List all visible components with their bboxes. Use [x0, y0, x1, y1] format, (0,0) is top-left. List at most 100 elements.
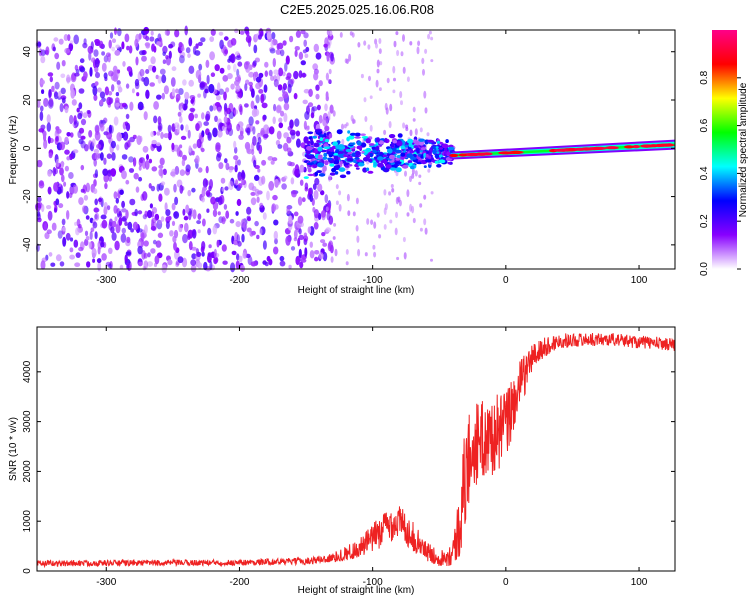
spectrogram-cell	[379, 151, 383, 155]
spectrogram-cell	[109, 32, 114, 39]
spectrogram-cell	[406, 212, 410, 217]
spectrogram-cell	[57, 183, 63, 189]
spectrogram-cell	[408, 142, 413, 148]
spectrogram-cell	[68, 192, 73, 199]
spectrogram-cell	[59, 167, 64, 176]
spectrogram-cell	[240, 218, 246, 228]
spectrogram-cell	[163, 85, 169, 95]
spectrogram-cell	[321, 232, 326, 237]
spectrogram-cell	[194, 113, 199, 119]
spectrogram-cell	[237, 176, 243, 182]
spectrogram-cell	[177, 111, 182, 117]
spectrogram-cell	[136, 92, 140, 97]
spectrogram-cell	[385, 107, 389, 115]
spectrogram-cell	[110, 226, 115, 234]
spectrogram-cell	[85, 236, 90, 241]
spectrogram-cell	[160, 181, 166, 186]
spectrogram-cell	[202, 218, 206, 227]
spectrogram-cell	[250, 197, 257, 206]
spectrogram-cell	[230, 38, 237, 46]
spectrogram-cell	[367, 170, 374, 174]
spectrogram-cell	[307, 102, 314, 108]
spectrogram-cell	[325, 91, 329, 99]
spectrogram-cell	[76, 107, 80, 113]
spectrogram-cell	[314, 250, 320, 255]
spectrogram-cell	[41, 204, 45, 213]
spectrogram-cell	[246, 227, 252, 233]
spectrogram-cell	[178, 150, 183, 158]
spectrogram-cell	[103, 202, 108, 211]
snr-xlabel: Height of straight line (km)	[298, 585, 415, 596]
spectrogram-cell	[275, 105, 282, 114]
spectrogram-cell	[221, 187, 225, 192]
spectrogram-cell	[250, 191, 256, 196]
spectrogram-cell	[256, 234, 260, 240]
spectrogram-cell	[364, 116, 368, 122]
spectrogram-cell	[318, 134, 325, 137]
spectrogram-cell	[324, 138, 330, 143]
spectrogram-cell	[171, 202, 176, 211]
spectrogram-cell	[152, 65, 157, 73]
spectrogram-cell	[108, 247, 113, 254]
spectrogram-cell	[375, 43, 378, 49]
spectrogram-cell	[36, 99, 41, 108]
spectrogram-cell	[436, 140, 440, 144]
spectrogram-cell	[258, 144, 263, 155]
spectrogram-cell	[189, 107, 196, 112]
spectrogram-cell	[270, 160, 275, 165]
spectrogram-cell	[95, 125, 100, 136]
spectrogram-cell	[351, 152, 356, 157]
spectrogram-cell	[195, 69, 202, 80]
spectrogram-cell	[327, 111, 331, 119]
spectrogram-cell	[260, 93, 265, 104]
spectrogram-cell	[271, 203, 277, 213]
spectrogram-cell	[322, 165, 327, 172]
spectrogram-cell	[150, 185, 156, 192]
spectrogram-cell	[156, 94, 162, 100]
spectrogram-cell	[235, 51, 240, 56]
spectrogram-cell	[282, 83, 287, 91]
spectrogram-cell	[236, 198, 242, 207]
spectrogram-cell	[210, 28, 216, 36]
spectrogram-cell	[113, 69, 118, 80]
spectrogram-cell	[402, 236, 406, 243]
spectrogram-cell	[319, 137, 324, 142]
spectrogram-cell	[46, 205, 52, 210]
spectrogram-cell	[278, 67, 284, 77]
spectrogram-cell	[51, 222, 57, 231]
spectrogram-cell	[402, 66, 406, 74]
spectrogram-cell	[284, 62, 288, 72]
spectrogram-cell	[117, 84, 122, 89]
spectrogram-cell	[423, 90, 427, 99]
spectrogram-cell	[262, 260, 267, 265]
spectrogram-cell	[233, 155, 239, 161]
spectrogram-cell	[361, 150, 365, 154]
spectrogram-cell	[93, 148, 100, 154]
spectrogram-cell	[66, 132, 71, 137]
spectrogram-cell	[377, 156, 384, 161]
spectrogram-cell	[330, 53, 334, 62]
spectrogram-cell	[368, 158, 373, 163]
spectrogram-cell	[385, 164, 392, 169]
spectrogram-cell	[356, 141, 362, 146]
spectrogram-cell	[270, 40, 274, 48]
spectrogram-cell	[150, 30, 154, 36]
spectrogram-cell	[121, 154, 128, 160]
spectrogram-cell	[326, 29, 330, 36]
spectrogram-cell	[177, 256, 184, 264]
spectrogram-cell	[38, 181, 45, 189]
spectrogram-cell	[125, 113, 130, 120]
spectrogram-cell	[157, 75, 162, 84]
spectrogram-cell	[171, 142, 175, 151]
spectrogram-cell	[257, 168, 261, 173]
spectrogram-cell	[394, 227, 398, 236]
spectrogram-cell	[304, 53, 309, 58]
spectrogram-cell	[383, 224, 387, 230]
spectrogram-cell	[289, 35, 294, 43]
spectrogram-cell	[196, 138, 202, 149]
spectrogram-cell	[256, 196, 260, 203]
spectrogram-cell	[74, 64, 79, 71]
spectrogram-cell	[390, 167, 397, 171]
spectrogram-cell	[222, 260, 228, 265]
